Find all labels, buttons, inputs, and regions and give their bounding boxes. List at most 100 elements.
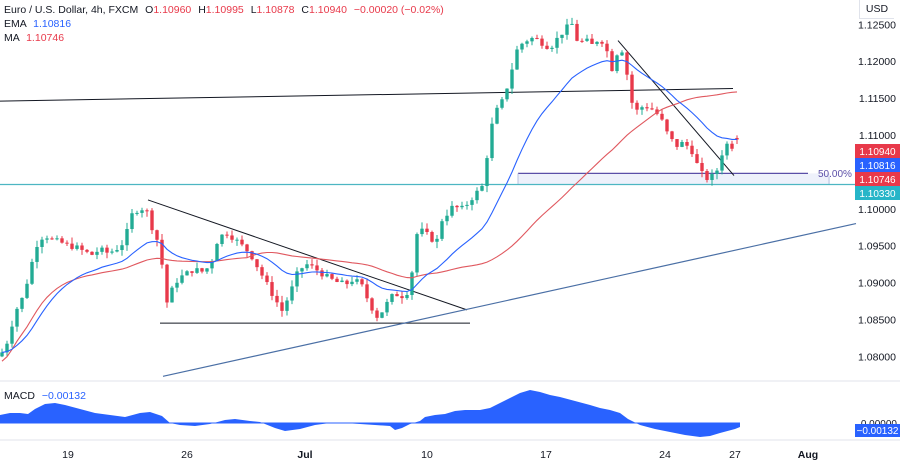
candle-body <box>475 190 479 201</box>
candle-body <box>195 268 199 273</box>
price-badge <box>855 172 900 186</box>
candle-body <box>370 298 374 311</box>
candle-body <box>665 119 669 132</box>
candle-body <box>15 308 19 327</box>
candle-body <box>660 113 664 120</box>
price-badge-label: 1.10940 <box>859 147 896 158</box>
rising-support[interactable] <box>162 222 857 377</box>
price-tick: 1.08500 <box>858 314 896 326</box>
candle-body <box>410 272 414 295</box>
fib-zone[interactable] <box>518 173 830 185</box>
candle-body <box>455 205 459 208</box>
candle-body <box>505 88 509 100</box>
candle-body <box>130 213 134 230</box>
price-badge <box>855 144 900 158</box>
candle-body <box>295 271 299 287</box>
macd-legend[interactable]: MACD −0.00132 <box>4 390 86 402</box>
candle-body <box>100 247 104 252</box>
time-axis[interactable]: 19 26 Jul 10 17 24 27 Aug <box>62 449 818 461</box>
candle-body <box>430 232 434 242</box>
chart-legend: Euro / U.S. Dollar, 4h, FXCM O1.10960 H1… <box>4 3 444 45</box>
ema-label: EMA <box>4 18 27 30</box>
candle-body <box>530 37 534 42</box>
candle-body <box>535 37 539 39</box>
candle-body <box>385 301 389 313</box>
candle-body <box>715 170 719 174</box>
candle-body <box>520 43 524 50</box>
candle-body <box>580 40 584 42</box>
candle-body <box>40 239 44 247</box>
candle-body <box>375 310 379 318</box>
candle-body <box>725 143 729 156</box>
triangle-upper[interactable] <box>147 199 468 311</box>
candle-body <box>415 234 419 273</box>
ema-value: 1.10816 <box>33 18 72 30</box>
ema-row[interactable]: EMA 1.10816 <box>4 17 444 31</box>
ma-row[interactable]: MA 1.10746 <box>4 31 444 45</box>
candle-body <box>675 139 679 147</box>
candle-body <box>400 296 404 299</box>
price-tick: 1.11500 <box>859 93 896 105</box>
candle-body <box>115 250 119 252</box>
candle-body <box>330 274 334 279</box>
candle-body <box>245 244 249 252</box>
candle-body <box>110 251 114 253</box>
candle-body <box>500 99 504 108</box>
candle-body <box>220 234 224 244</box>
candle-body <box>690 145 694 155</box>
candle-body <box>260 267 264 276</box>
candle-body <box>120 245 124 251</box>
descending-trend[interactable] <box>617 40 735 176</box>
candle-body <box>585 38 589 41</box>
candle-body <box>730 143 734 149</box>
candle-body <box>650 108 654 110</box>
candle-body <box>510 69 514 89</box>
candle-body <box>300 268 304 272</box>
candle-body <box>685 142 689 146</box>
candle-body <box>485 158 489 187</box>
candle-body <box>405 294 409 299</box>
candle-body <box>280 302 284 311</box>
candle-body <box>145 210 149 212</box>
candle-body <box>450 205 454 216</box>
candle-body <box>240 239 244 245</box>
symbol-title[interactable]: Euro / U.S. Dollar, 4h, FXCM <box>4 4 139 16</box>
candlestick-series[interactable] <box>0 17 739 358</box>
candle-body <box>160 239 164 265</box>
candle-body <box>545 45 549 49</box>
macd-area[interactable] <box>0 390 740 437</box>
candle-body <box>555 37 559 48</box>
price-badge-label: 1.10330 <box>859 189 896 200</box>
time-tick: Aug <box>798 449 818 461</box>
candle-body <box>445 215 449 222</box>
candle-body <box>470 200 474 205</box>
candle-body <box>305 264 309 269</box>
ma-value: 1.10746 <box>26 32 65 44</box>
time-tick: 24 <box>659 449 671 461</box>
candle-body <box>55 238 59 240</box>
candle-body <box>165 264 169 303</box>
candle-body <box>270 282 274 296</box>
candle-body <box>10 326 14 344</box>
candle-body <box>25 283 29 298</box>
candle-body <box>265 275 269 283</box>
candle-body <box>620 52 624 56</box>
candle-body <box>320 270 324 277</box>
time-tick: 19 <box>62 449 74 461</box>
price-tick: 1.09500 <box>858 241 896 253</box>
candle-body <box>525 41 529 44</box>
time-tick: Jul <box>297 449 312 461</box>
currency-selector[interactable]: USD <box>859 0 894 19</box>
price-tick: 1.12500 <box>858 19 896 31</box>
candle-body <box>135 212 139 214</box>
price-badge <box>855 158 900 172</box>
candle-body <box>20 297 24 309</box>
ma-line[interactable] <box>1 91 738 362</box>
candle-body <box>185 271 189 276</box>
candle-body <box>170 287 174 303</box>
ema-line[interactable] <box>1 59 737 353</box>
time-tick: 10 <box>421 449 433 461</box>
candle-body <box>230 235 234 240</box>
resistance-line[interactable] <box>0 88 734 102</box>
